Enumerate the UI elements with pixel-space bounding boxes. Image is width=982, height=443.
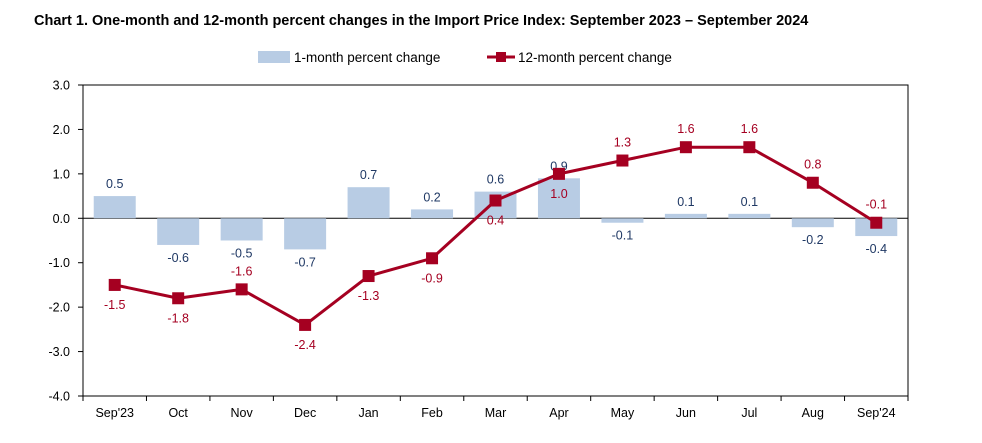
line-data-label: 1.6 — [741, 122, 758, 136]
line-marker — [552, 167, 565, 180]
x-tick-label: Oct — [168, 406, 188, 420]
line-labels: -1.5 -1.8 -1.6 -2.4 -1.3 -0.9 0.4 1.0 1.3 1.6 1.6 0… — [104, 122, 887, 352]
line-marker — [743, 141, 756, 154]
bar — [347, 187, 390, 219]
line-data-label: 1.3 — [614, 136, 631, 150]
bar-data-label: 0.1 — [741, 195, 758, 209]
y-tick-label: -2.0 — [48, 301, 70, 315]
bar-data-label: -0.4 — [865, 242, 887, 256]
bar — [537, 178, 580, 219]
bar — [601, 218, 644, 223]
line-marker — [299, 318, 312, 331]
x-tick-label: Jan — [358, 406, 378, 420]
line-data-label: 1.0 — [550, 187, 567, 201]
bar — [664, 213, 707, 219]
y-tick-label: -3.0 — [48, 345, 70, 359]
bar-data-label: 0.1 — [677, 195, 694, 209]
bar-data-label: 0.2 — [423, 190, 440, 204]
bar — [411, 209, 454, 219]
line-marker — [806, 176, 819, 189]
y-tick-label: -4.0 — [48, 390, 70, 404]
line-data-label: -2.4 — [294, 338, 316, 352]
legend: 1-month percent change 12-month percent … — [258, 50, 672, 65]
bar — [93, 196, 136, 219]
bar-data-label: 0.5 — [106, 177, 123, 191]
bar — [220, 218, 263, 241]
bar — [791, 218, 834, 228]
x-tick-label: Nov — [231, 406, 254, 420]
y-tick-label: 2.0 — [53, 123, 70, 137]
legend-bar-label: 1-month percent change — [294, 50, 440, 65]
bar — [157, 218, 200, 245]
bar-data-label: 0.6 — [487, 173, 504, 187]
legend-bar-swatch — [258, 51, 290, 63]
bar-series — [93, 178, 898, 250]
x-tick-label: Sep'23 — [95, 406, 134, 420]
line-data-label: -0.9 — [421, 271, 443, 285]
x-axis: Sep'23 Oct Nov Dec Jan Feb Mar Apr May Jun Jul Aug S… — [82, 396, 909, 420]
line-data-label: -0.1 — [865, 198, 887, 212]
x-tick-label: Jun — [676, 406, 696, 420]
x-tick-label: Aug — [802, 406, 824, 420]
legend-line-label: 12-month percent change — [518, 50, 672, 65]
x-tick-label: Feb — [421, 406, 443, 420]
line-marker — [108, 278, 121, 291]
line-series — [108, 141, 883, 331]
x-tick-label: Apr — [549, 406, 568, 420]
line-data-label: 1.6 — [677, 122, 694, 136]
line-data-label: -1.8 — [167, 311, 189, 325]
line-marker — [362, 270, 375, 283]
line-data-label: -1.5 — [104, 298, 126, 312]
x-tick-label: Jul — [741, 406, 757, 420]
bar-data-label: -0.6 — [167, 251, 189, 265]
legend-line-marker — [496, 52, 506, 62]
y-axis: 3.0 2.0 1.0 0.0 -1.0 -2.0 -3.0 -4.0 — [48, 79, 83, 404]
line-marker — [172, 292, 185, 305]
y-tick-label: 3.0 — [53, 79, 70, 93]
line-marker — [489, 194, 502, 207]
line-data-label: -1.6 — [231, 264, 253, 278]
bar — [728, 213, 771, 219]
x-tick-label: Sep'24 — [857, 406, 896, 420]
y-tick-label: 1.0 — [53, 167, 70, 181]
y-tick-label: 0.0 — [53, 212, 70, 226]
line-marker — [870, 216, 883, 229]
line-marker — [235, 283, 248, 296]
y-tick-label: -1.0 — [48, 256, 70, 270]
plot-area — [82, 84, 909, 397]
bar — [284, 218, 327, 250]
line-data-label: -1.3 — [358, 289, 380, 303]
x-tick-label: May — [611, 406, 635, 420]
line-data-label: 0.4 — [487, 214, 504, 228]
x-tick-label: Dec — [294, 406, 316, 420]
bar-data-label: -0.1 — [612, 229, 634, 243]
chart-title: Chart 1. One-month and 12-month percent … — [34, 13, 809, 29]
bar-data-label: -0.2 — [802, 233, 824, 247]
line-data-label: 0.8 — [804, 158, 821, 172]
x-tick-label: Mar — [485, 406, 507, 420]
plot-border — [82, 84, 909, 397]
bar-data-label: -0.7 — [294, 255, 316, 269]
line-marker — [426, 252, 439, 265]
line-marker — [616, 154, 629, 167]
line-marker — [679, 141, 692, 154]
bar-data-label: 0.7 — [360, 168, 377, 182]
bar-data-label: -0.5 — [231, 247, 253, 261]
